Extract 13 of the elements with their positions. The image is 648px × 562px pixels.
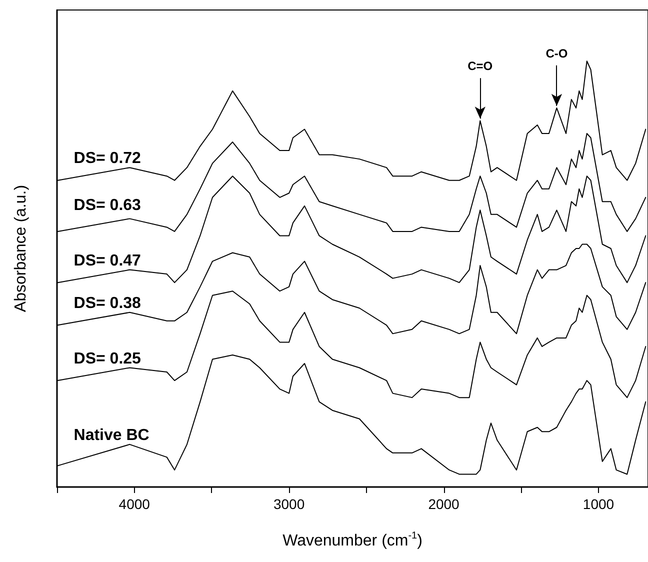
y-axis-title: Absorbance (a.u.) xyxy=(12,184,30,312)
series-label: DS= 0.47 xyxy=(74,252,142,270)
x-tick-label: 4000 xyxy=(118,496,150,512)
series-label: DS= 0.25 xyxy=(74,350,142,368)
annotation: C=O xyxy=(468,59,493,74)
annotation: C-O xyxy=(546,46,568,60)
series-label: Native BC xyxy=(74,426,150,444)
series-label: DS= 0.72 xyxy=(74,150,142,168)
series-label: DS= 0.38 xyxy=(74,294,142,312)
x-tick-label: 3000 xyxy=(273,496,305,512)
x-tick-label: 2000 xyxy=(428,496,460,512)
x-tick-label: 1000 xyxy=(582,496,614,512)
series-label: DS= 0.63 xyxy=(74,196,142,214)
